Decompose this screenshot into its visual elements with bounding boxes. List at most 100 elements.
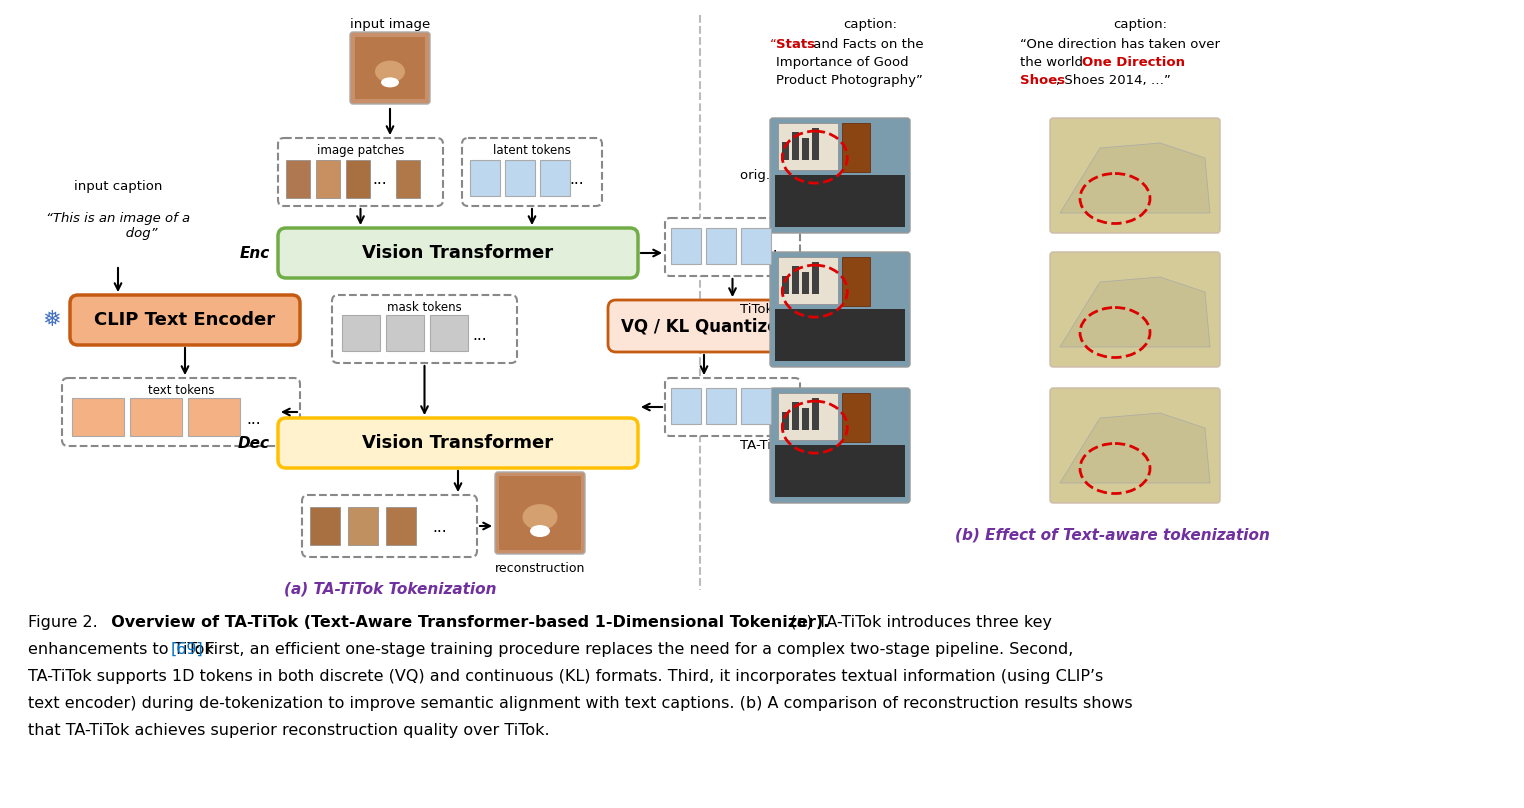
Text: : First, an efficient one-stage training procedure replaces the need for a compl: : First, an efficient one-stage training…	[195, 642, 1073, 657]
Bar	[130, 398, 181, 436]
FancyBboxPatch shape	[70, 295, 300, 345]
Text: Shoes: Shoes	[1020, 74, 1065, 87]
Text: text encoder) during de-tokenization to improve semantic alignment with text cap: text encoder) during de-tokenization to …	[27, 696, 1132, 711]
Bar	[841, 123, 870, 172]
Bar	[782, 142, 789, 160]
Text: , Shoes 2014, …”: , Shoes 2014, …”	[1056, 74, 1170, 87]
Text: enhancements to TiTok: enhancements to TiTok	[27, 642, 219, 657]
Bar	[782, 412, 789, 430]
FancyBboxPatch shape	[351, 32, 430, 104]
FancyBboxPatch shape	[1050, 388, 1221, 503]
Text: TiTok: TiTok	[741, 303, 773, 316]
FancyBboxPatch shape	[1050, 252, 1221, 367]
Text: (b) Effect of Text-aware tokenization: (b) Effect of Text-aware tokenization	[954, 527, 1269, 542]
Bar	[741, 228, 771, 264]
Bar	[309, 507, 340, 545]
Bar	[841, 393, 870, 442]
Bar	[346, 160, 370, 198]
Text: and Facts on the: and Facts on the	[809, 38, 924, 51]
Text: “: “	[770, 38, 777, 51]
Bar	[386, 315, 424, 351]
Bar	[777, 393, 838, 440]
Bar	[430, 315, 468, 351]
Text: caption:: caption:	[1113, 18, 1167, 31]
FancyBboxPatch shape	[770, 252, 910, 367]
Ellipse shape	[530, 525, 550, 537]
Text: ...: ...	[472, 327, 488, 343]
Text: image patches: image patches	[317, 144, 404, 157]
Bar	[792, 402, 799, 430]
Bar	[792, 132, 799, 160]
Text: Product Photography”: Product Photography”	[776, 74, 924, 87]
FancyBboxPatch shape	[770, 118, 910, 233]
Bar	[741, 388, 771, 424]
Bar	[812, 398, 818, 430]
Text: TA-TiTok: TA-TiTok	[741, 439, 792, 452]
Text: text tokens: text tokens	[148, 384, 215, 397]
Text: that TA-TiTok achieves superior reconstruction quality over TiTok.: that TA-TiTok achieves superior reconstr…	[27, 723, 550, 738]
Text: “This is an image of a
           dog”: “This is an image of a dog”	[46, 212, 190, 240]
Text: Importance of Good: Importance of Good	[776, 56, 908, 69]
Text: input image: input image	[351, 18, 430, 31]
Bar	[355, 37, 425, 99]
FancyBboxPatch shape	[62, 378, 300, 446]
FancyBboxPatch shape	[277, 138, 443, 206]
FancyBboxPatch shape	[277, 228, 639, 278]
Text: Stats: Stats	[776, 38, 815, 51]
Text: [69]: [69]	[171, 642, 203, 657]
Text: CLIP Text Encoder: CLIP Text Encoder	[94, 311, 276, 329]
Bar	[777, 257, 838, 304]
Text: ...: ...	[433, 520, 448, 536]
Text: “One direction has taken over: “One direction has taken over	[1020, 38, 1221, 51]
Polygon shape	[1061, 143, 1210, 213]
Bar	[72, 398, 123, 436]
Text: orig. img: orig. img	[741, 169, 800, 182]
Bar	[812, 128, 818, 160]
FancyBboxPatch shape	[664, 218, 800, 276]
Text: ❅: ❅	[43, 310, 61, 330]
Text: ...: ...	[764, 401, 779, 415]
Text: ...: ...	[570, 172, 584, 187]
Text: Vision Transformer: Vision Transformer	[363, 244, 553, 262]
Text: (a) TA-TiTok Tokenization: (a) TA-TiTok Tokenization	[283, 582, 497, 597]
Bar	[776, 445, 905, 497]
Bar	[671, 388, 701, 424]
Bar	[671, 228, 701, 264]
Bar	[802, 138, 809, 160]
Bar	[396, 160, 421, 198]
Polygon shape	[1061, 413, 1210, 483]
Text: mask tokens: mask tokens	[387, 301, 462, 314]
Bar	[469, 160, 500, 196]
Bar	[802, 408, 809, 430]
FancyBboxPatch shape	[277, 418, 639, 468]
Bar	[315, 160, 340, 198]
Text: caption:: caption:	[843, 18, 898, 31]
Bar	[504, 160, 535, 196]
Ellipse shape	[375, 61, 405, 82]
Text: ...: ...	[247, 413, 261, 427]
Text: Enc: Enc	[239, 246, 270, 260]
Text: ...: ...	[764, 241, 779, 255]
FancyBboxPatch shape	[770, 388, 910, 503]
Text: Overview of TA-TiTok (Text-Aware Transformer-based 1-Dimensional Tokenizer).: Overview of TA-TiTok (Text-Aware Transfo…	[101, 615, 829, 630]
Bar	[706, 228, 736, 264]
Ellipse shape	[523, 504, 558, 530]
Bar	[706, 388, 736, 424]
Text: (a) TA-TiTok introduces three key: (a) TA-TiTok introduces three key	[780, 615, 1052, 630]
Text: Figure 2.: Figure 2.	[27, 615, 98, 630]
FancyBboxPatch shape	[302, 495, 477, 557]
Bar	[187, 398, 239, 436]
Bar	[802, 272, 809, 294]
Text: One Direction: One Direction	[1082, 56, 1186, 69]
Bar	[782, 276, 789, 294]
Bar	[812, 262, 818, 294]
FancyBboxPatch shape	[664, 378, 800, 436]
Bar	[347, 507, 378, 545]
Text: TA-TiTok supports 1D tokens in both discrete (VQ) and continuous (KL) formats. T: TA-TiTok supports 1D tokens in both disc…	[27, 669, 1103, 684]
Bar	[287, 160, 309, 198]
Text: ...: ...	[373, 172, 387, 187]
FancyBboxPatch shape	[1050, 118, 1221, 233]
Bar	[841, 257, 870, 306]
Bar	[386, 507, 416, 545]
Text: latent tokens: latent tokens	[494, 144, 572, 157]
